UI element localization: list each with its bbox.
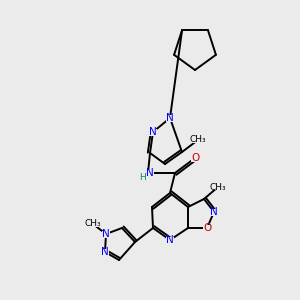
Bar (210, 184, 226, 190)
Bar (166, 236, 174, 244)
Bar (166, 115, 174, 122)
Bar (102, 230, 110, 238)
Text: N: N (166, 113, 174, 123)
Text: O: O (191, 153, 199, 163)
Text: CH₃: CH₃ (190, 136, 206, 145)
Bar (85, 221, 101, 227)
Bar (203, 224, 211, 232)
Bar (190, 137, 206, 143)
Text: O: O (203, 223, 211, 233)
Text: N: N (146, 168, 154, 178)
Bar (101, 248, 109, 256)
Bar (191, 154, 199, 161)
Bar (149, 128, 157, 136)
Text: N: N (102, 229, 110, 239)
Bar (210, 208, 218, 215)
Text: N: N (210, 207, 218, 217)
Text: H: H (140, 172, 146, 182)
Text: N: N (166, 235, 174, 245)
Text: CH₃: CH₃ (210, 182, 226, 191)
Text: N: N (101, 247, 109, 257)
Bar (146, 169, 154, 176)
Text: CH₃: CH₃ (85, 220, 101, 229)
Text: N: N (149, 127, 157, 137)
